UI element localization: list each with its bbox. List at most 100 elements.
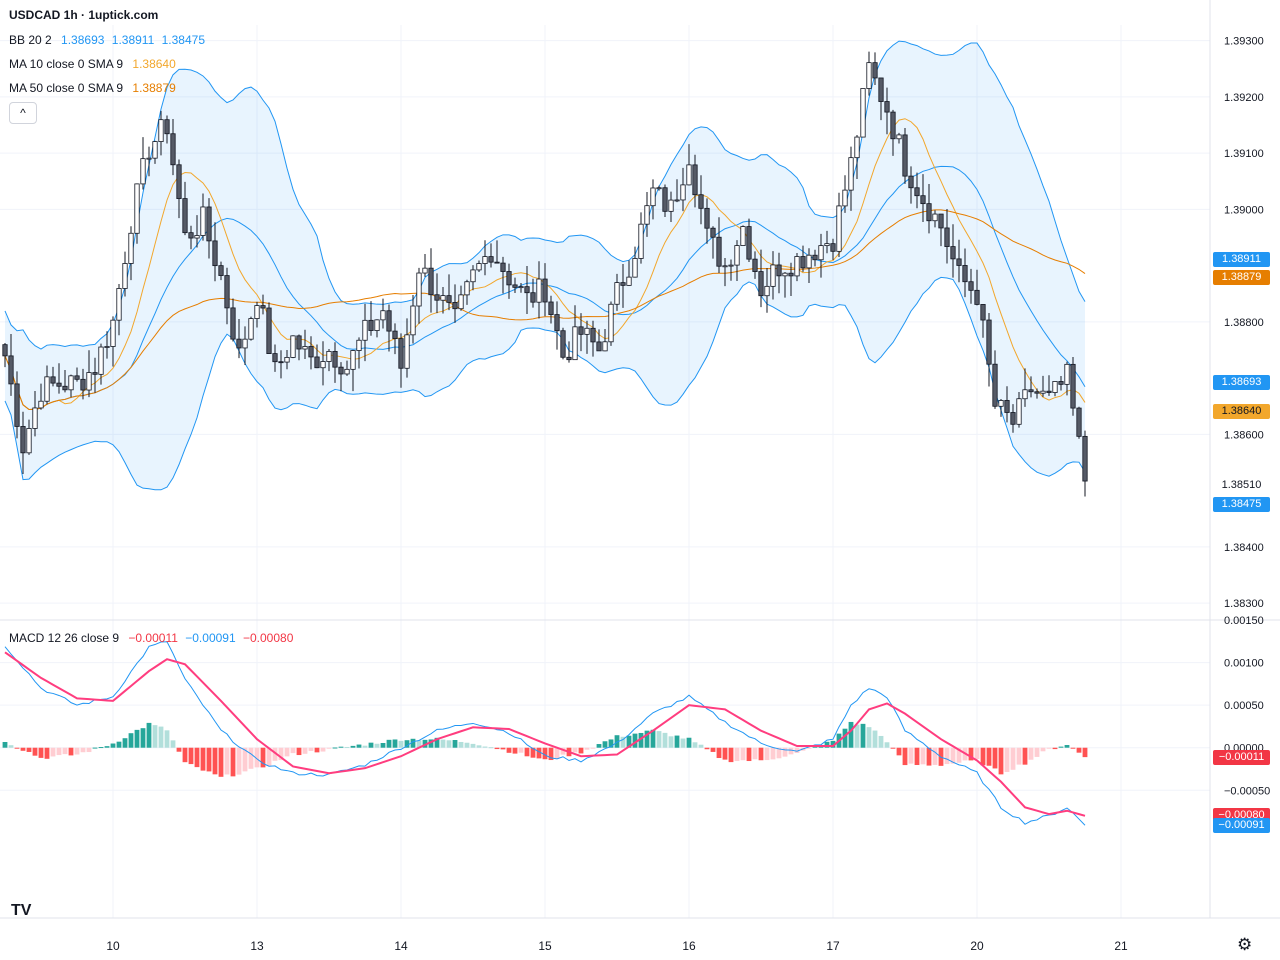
macd-histogram-bar	[644, 730, 650, 748]
macd-histogram-bar	[122, 738, 128, 748]
macd-histogram-bar	[500, 747, 506, 750]
candle-body	[290, 335, 296, 358]
candle-body	[494, 261, 500, 264]
candle-body	[50, 376, 56, 384]
macd-histogram-bar	[944, 747, 950, 765]
candle-body	[422, 267, 428, 274]
price-tick-label: 1.39200	[1224, 92, 1264, 104]
candle-body	[908, 175, 914, 189]
candle-body	[104, 346, 110, 348]
candle-body	[620, 282, 626, 286]
bb-upper-line	[4, 40, 1086, 350]
macd-histogram-bar	[884, 742, 890, 748]
candle-body	[458, 294, 464, 310]
candle-body	[998, 400, 1004, 407]
time-tick-label: 14	[394, 939, 408, 953]
candle-body	[608, 303, 614, 343]
macd-histogram-bar	[368, 742, 374, 748]
macd-tick-label: 0.00150	[1224, 615, 1264, 627]
macd-histogram-bar	[482, 746, 488, 748]
candle-body	[944, 227, 950, 247]
macd-histogram-bar	[620, 736, 626, 748]
tradingview-logo-icon[interactable]: TV	[11, 902, 32, 919]
macd-histogram-bar	[218, 747, 224, 777]
candle-body	[194, 235, 200, 239]
macd-histogram-bar	[728, 747, 734, 763]
candle-body	[452, 302, 458, 310]
candle-body	[8, 355, 14, 385]
legend-bb-label: BB 20 2	[9, 33, 52, 47]
macd-histogram-bar	[746, 747, 752, 762]
candle-body	[518, 286, 524, 289]
candle-body	[710, 227, 716, 238]
macd-histogram-bar	[758, 747, 764, 761]
candle-body	[806, 254, 812, 269]
macd-histogram-bar	[704, 747, 710, 750]
candle-body	[740, 226, 746, 246]
macd-histogram-bar	[116, 741, 122, 748]
legend-bb[interactable]: BB 20 2 1.38693 1.38911 1.38475	[9, 33, 209, 47]
macd-histogram-bar	[908, 747, 914, 764]
collapse-legend-button[interactable]: ^	[9, 102, 37, 124]
candle-body	[260, 305, 266, 309]
candle-body	[650, 187, 656, 207]
macd-histogram-bar	[200, 747, 206, 771]
axes: 1.39300 1.39200 1.39100 1.39000 1.38800 1.386…	[106, 36, 1270, 953]
candle-body	[386, 310, 392, 332]
macd-histogram-bar	[164, 730, 170, 748]
candle-body	[446, 295, 452, 303]
candle-body	[398, 338, 404, 369]
candle-body	[80, 378, 86, 391]
candle-body	[530, 292, 536, 303]
candle-body	[764, 285, 770, 297]
macd-histogram-bar	[806, 747, 812, 749]
candle-body	[974, 289, 980, 305]
macd-histogram-bar	[986, 747, 992, 766]
price-tag: 1.38911	[1213, 251, 1270, 267]
candle-body	[788, 272, 794, 277]
macd-histogram-bar	[518, 747, 524, 753]
candle-body	[32, 407, 38, 429]
candle-body	[464, 281, 470, 296]
macd-histogram-bar	[470, 743, 476, 748]
macd-histogram-bar	[632, 733, 638, 748]
macd-histogram-bar	[530, 747, 536, 758]
macd-histogram-bar	[770, 747, 776, 760]
candle-body	[296, 335, 302, 350]
candle-body	[1016, 398, 1022, 425]
candle-body	[776, 264, 782, 277]
macd-histogram-bar	[20, 747, 26, 751]
candle-body	[602, 341, 608, 352]
macd-histogram-bar	[344, 746, 350, 748]
macd-histogram-bar	[1022, 747, 1028, 765]
candle-body	[14, 383, 20, 427]
legend-ma50-label: MA 50 close 0 SMA 9	[9, 81, 124, 95]
macd-histogram-bar	[296, 747, 302, 756]
macd-histogram-bar	[476, 745, 482, 748]
macd-histogram-bar	[404, 740, 410, 748]
macd-histogram-bar	[956, 747, 962, 763]
macd-histogram-bar	[254, 747, 260, 768]
macd-panel	[2, 641, 1088, 826]
candle-body	[578, 326, 584, 335]
macd-histogram-bar	[920, 747, 926, 765]
legend-ma10[interactable]: MA 10 close 0 SMA 9 1.38640	[9, 57, 180, 71]
candle-body	[116, 288, 122, 321]
legend-macd[interactable]: MACD 12 26 close 9 −0.00011 −0.00091 −0.…	[9, 631, 297, 645]
macd-histogram-bar	[230, 747, 236, 777]
macd-histogram-bar	[926, 747, 932, 766]
candle-body	[542, 278, 548, 303]
gear-icon[interactable]: ⚙	[1237, 935, 1253, 954]
legend-ma50[interactable]: MA 50 close 0 SMA 9 1.38879	[9, 81, 180, 95]
macd-histogram-bar	[542, 747, 548, 760]
candle-body	[632, 258, 638, 278]
candle-body	[338, 366, 344, 375]
macd-histogram-bar	[794, 747, 800, 753]
candle-body	[956, 258, 962, 266]
macd-histogram-bar	[146, 722, 152, 748]
candle-body	[1022, 389, 1028, 400]
macd-histogram-bar	[38, 747, 44, 758]
candle-body	[794, 256, 800, 277]
macd-histogram-bar	[902, 747, 908, 766]
